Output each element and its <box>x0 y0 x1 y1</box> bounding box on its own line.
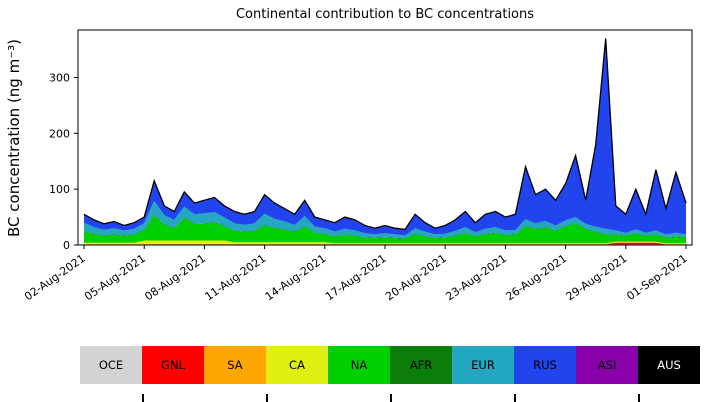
x-tick-label: 26-Aug-2021 <box>504 252 570 303</box>
legend-axis-tick <box>514 394 516 402</box>
x-tick-label: 29-Aug-2021 <box>564 252 630 303</box>
x-tick-label: 02-Aug-2021 <box>22 252 88 303</box>
area-ca <box>84 240 686 244</box>
area-eur <box>84 200 686 239</box>
chart-title: Continental contribution to BC concentra… <box>235 7 535 22</box>
x-tick-label: 14-Aug-2021 <box>263 252 329 303</box>
x-tick-label: 01-Sep-2021 <box>624 252 689 303</box>
legend-item-rus: RUS <box>514 346 576 384</box>
legend-axis-tick <box>390 394 392 402</box>
legend-item-ca: CA <box>266 346 328 384</box>
y-tick-label: 200 <box>49 127 70 140</box>
total-line <box>83 38 687 231</box>
area-gnl <box>84 242 686 245</box>
legend-item-aus: AUS <box>638 346 700 384</box>
legend-axis-tick <box>266 394 268 402</box>
legend-item-sa: SA <box>204 346 266 384</box>
x-tick-label: 23-Aug-2021 <box>443 252 509 303</box>
legend-item-oce: OCE <box>80 346 142 384</box>
area-na <box>84 215 686 244</box>
x-tick-label: 08-Aug-2021 <box>142 252 208 303</box>
area-sa <box>84 242 686 245</box>
legend-ticks <box>0 394 707 402</box>
legend: OCE GNL SA CA NA AFR EUR RUS ASI AUS <box>80 346 700 384</box>
x-tick-label: 17-Aug-2021 <box>323 252 389 303</box>
plot-area: 02-Aug-202105-Aug-202108-Aug-202111-Aug-… <box>22 29 693 303</box>
x-tick-label: 11-Aug-2021 <box>203 252 269 303</box>
area-rus <box>84 38 686 236</box>
x-tick-label: 05-Aug-2021 <box>82 252 148 303</box>
y-tick-label: 300 <box>49 71 70 84</box>
legend-axis-tick <box>638 394 640 402</box>
legend-item-afr: AFR <box>390 346 452 384</box>
legend-item-asi: ASI <box>576 346 638 384</box>
y-tick-label: 0 <box>63 239 70 252</box>
legend-item-eur: EUR <box>452 346 514 384</box>
legend-item-na: NA <box>328 346 390 384</box>
legend-item-gnl: GNL <box>142 346 204 384</box>
y-tick-label: 100 <box>49 183 70 196</box>
x-tick-label: 20-Aug-2021 <box>383 252 449 303</box>
legend-axis-tick <box>142 394 144 402</box>
